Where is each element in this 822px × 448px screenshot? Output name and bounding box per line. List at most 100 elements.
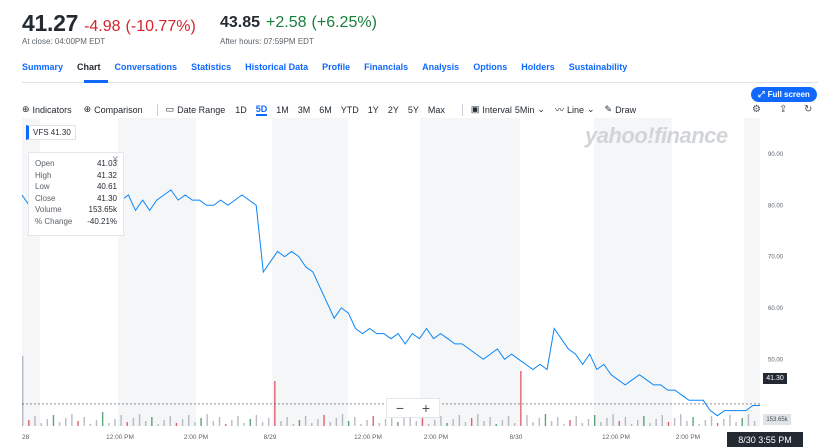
volume-bar — [699, 424, 700, 426]
volume-bar — [274, 381, 275, 426]
volume-bar — [692, 417, 693, 426]
volume-bar — [385, 419, 386, 426]
volume-bar — [170, 416, 171, 426]
volume-bar — [477, 414, 478, 426]
volume-bar — [286, 417, 287, 426]
tooltip-row-volume: Volume 153.65k — [35, 204, 117, 216]
volume-bar — [440, 416, 441, 426]
volume-bar — [182, 419, 183, 426]
volume-bar — [674, 418, 675, 426]
volume-bar — [459, 415, 460, 426]
volume-bar — [317, 419, 318, 426]
volume-bar — [422, 417, 423, 426]
volume-bar — [207, 414, 208, 426]
volume-bar — [680, 414, 681, 426]
volume-bar — [348, 421, 349, 426]
volume-bar — [625, 417, 626, 426]
volume-bar — [250, 419, 251, 426]
volume-bar — [225, 424, 226, 426]
volume-bar — [563, 424, 564, 426]
volume-bar — [514, 423, 515, 426]
session-band — [744, 118, 760, 426]
volume-bar — [551, 421, 552, 426]
volume-bar — [526, 415, 527, 426]
volume-bar — [188, 415, 189, 426]
volume-bar — [711, 416, 712, 426]
ohlc-tooltip: ✕ Open 41.03 High 41.32 Low 40.61 Close 41.3… — [28, 152, 124, 236]
y-tick-label: 80.00 — [768, 203, 784, 209]
volume-bar — [735, 422, 736, 426]
volume-bar — [59, 422, 60, 426]
volume-bar — [416, 421, 417, 426]
volume-bar — [742, 418, 743, 426]
volume-bar — [502, 420, 503, 426]
volume-bar — [397, 422, 398, 426]
volume-bar — [108, 423, 109, 426]
current-price-label: 41.30 — [763, 373, 787, 384]
volume-bar — [330, 422, 331, 426]
y-tick-label: 70.00 — [768, 255, 784, 261]
x-tick-label: 12:00 PM — [602, 434, 630, 441]
zoom-out-button[interactable]: − — [396, 400, 404, 416]
volume-bar — [96, 420, 97, 426]
volume-bar — [612, 414, 613, 426]
volume-bar — [311, 423, 312, 426]
volume-bar — [606, 418, 607, 426]
volume-bar — [90, 424, 91, 426]
x-tick-label: 8/30 — [510, 434, 523, 441]
volume-bar — [717, 423, 718, 426]
x-tick-label: 12:00 PM — [354, 434, 382, 441]
volume-bar — [139, 414, 140, 426]
volume-bar — [729, 415, 730, 426]
volume-bar — [71, 414, 72, 426]
session-band — [272, 118, 348, 426]
volume-bar — [403, 418, 404, 426]
volume-bar — [545, 414, 546, 426]
volume-bar — [268, 418, 269, 426]
volume-bar — [754, 421, 755, 426]
x-tick-label: 2:00 PM — [676, 434, 700, 441]
volume-bar — [446, 423, 447, 426]
tooltip-row-high: High 41.32 — [35, 170, 117, 182]
volume-bar — [373, 416, 374, 426]
crosshair-time-label: 8/30 3:55 PM — [727, 432, 803, 447]
volume-bar — [114, 419, 115, 426]
x-tick-label: 2:00 PM — [424, 434, 448, 441]
volume-bar — [520, 371, 521, 426]
volume-bar — [231, 420, 232, 426]
volume-bar — [262, 422, 263, 426]
volume-bar — [133, 418, 134, 426]
volume-bar — [47, 419, 48, 426]
volume-bar — [637, 420, 638, 426]
volume-bar — [256, 415, 257, 426]
close-icon[interactable]: ✕ — [111, 154, 119, 165]
volume-bar — [471, 418, 472, 426]
x-tick-label: 28 — [22, 434, 30, 441]
volume-bar — [705, 420, 706, 426]
zoom-in-button[interactable]: + — [422, 400, 430, 416]
volume-bar — [22, 356, 23, 426]
y-tick-label: 60.00 — [768, 306, 784, 312]
volume-bar — [336, 418, 337, 426]
tooltip-row-close: Close 41.30 — [35, 193, 117, 205]
current-volume-label: 153.65k — [763, 414, 791, 425]
volume-bar — [496, 424, 497, 426]
volume-bar — [748, 414, 749, 426]
volume-bar — [28, 420, 29, 426]
session-band — [118, 118, 196, 426]
volume-bar — [151, 417, 152, 426]
x-tick-label: 8/29 — [264, 434, 277, 441]
volume-bar — [631, 424, 632, 426]
volume-bar — [243, 423, 244, 426]
volume-bar — [354, 417, 355, 426]
volume-bar — [489, 417, 490, 426]
volume-bar — [582, 423, 583, 426]
volume-bar — [569, 420, 570, 426]
volume-bar — [465, 422, 466, 426]
volume-bar — [668, 422, 669, 426]
volume-bar — [77, 421, 78, 426]
tooltip-row-change: % Change -40.21% — [35, 216, 117, 228]
volume-bar — [723, 419, 724, 426]
volume-bar — [280, 421, 281, 426]
ticker-tag: VFS 41.30 — [26, 125, 76, 140]
